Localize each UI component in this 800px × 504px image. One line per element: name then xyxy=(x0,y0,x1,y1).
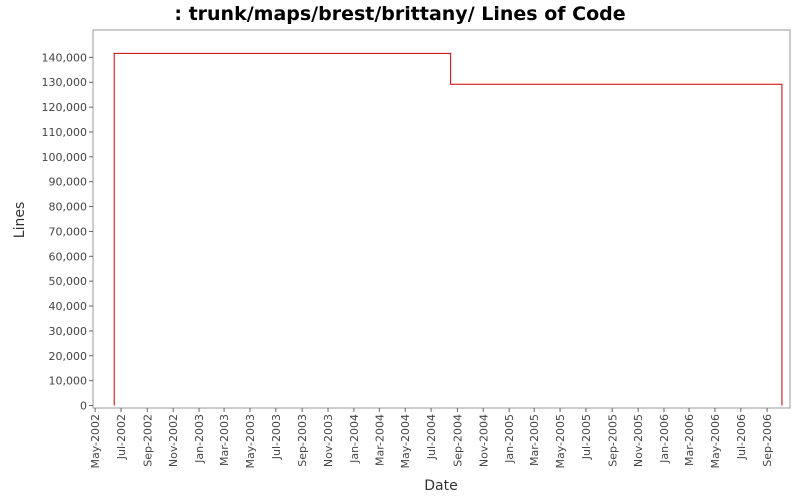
line xyxy=(113,52,783,406)
y-axis-label: Lines xyxy=(12,202,28,238)
x-tick-label: Nov-2003 xyxy=(322,414,335,467)
x-tick-label: Mar-2003 xyxy=(218,414,231,466)
y-tick-label: 10,000 xyxy=(49,375,88,388)
plot-area xyxy=(92,29,791,409)
y-tick-label: 140,000 xyxy=(42,51,88,64)
y-tick-label: 100,000 xyxy=(42,151,88,164)
x-tick-label: Jul-2004 xyxy=(425,414,438,460)
x-tick-label: Nov-2005 xyxy=(632,414,645,467)
y-tick-label: 0 xyxy=(80,400,87,413)
x-tick-label: May-2002 xyxy=(89,414,102,469)
x-tick-label: Jan-2005 xyxy=(503,414,516,464)
x-tick-label: Nov-2004 xyxy=(477,414,490,467)
y-tick-label: 40,000 xyxy=(49,300,88,313)
x-tick-label: Sep-2003 xyxy=(296,414,309,467)
x-tick-label: Jan-2003 xyxy=(193,414,206,464)
x-tick-label: Mar-2004 xyxy=(373,414,386,466)
x-tick-label: May-2006 xyxy=(709,414,722,469)
x-tick-label: Mar-2005 xyxy=(528,414,541,466)
y-tick-label: 110,000 xyxy=(42,126,88,139)
y-tick-label: 50,000 xyxy=(49,275,88,288)
x-tick-label: Sep-2002 xyxy=(141,414,154,467)
y-tick-label: 90,000 xyxy=(49,176,88,189)
y-tick-label: 20,000 xyxy=(49,350,88,363)
y-tick-label: 60,000 xyxy=(49,250,88,263)
x-axis-label: Date xyxy=(424,478,457,494)
x-tick-label: Jul-2003 xyxy=(270,414,283,460)
y-tick-label: 70,000 xyxy=(49,225,88,238)
x-tick-label: Jul-2005 xyxy=(580,414,593,460)
x-tick-label: Jan-2006 xyxy=(658,414,671,464)
y-tick-label: 130,000 xyxy=(42,76,88,89)
chart-title: : trunk/maps/brest/brittany/ Lines of Co… xyxy=(174,3,625,25)
y-tick-label: 30,000 xyxy=(49,325,88,338)
x-tick-label: Jan-2004 xyxy=(348,414,361,464)
y-tick-label: 120,000 xyxy=(42,101,88,114)
y-tick-label: 80,000 xyxy=(49,201,88,214)
x-tick-label: Nov-2002 xyxy=(167,414,180,467)
x-tick-label: Sep-2004 xyxy=(451,414,464,467)
x-tick-label: Jul-2002 xyxy=(115,414,128,460)
x-tick-label: May-2004 xyxy=(399,414,412,469)
x-tick-label: May-2003 xyxy=(244,414,257,469)
x-tick-label: Sep-2006 xyxy=(761,414,774,467)
x-tick-label: Sep-2005 xyxy=(606,414,619,467)
x-tick-label: Mar-2006 xyxy=(683,414,696,466)
x-tick-label: Jul-2006 xyxy=(735,414,748,460)
x-tick-label: May-2005 xyxy=(554,414,567,469)
